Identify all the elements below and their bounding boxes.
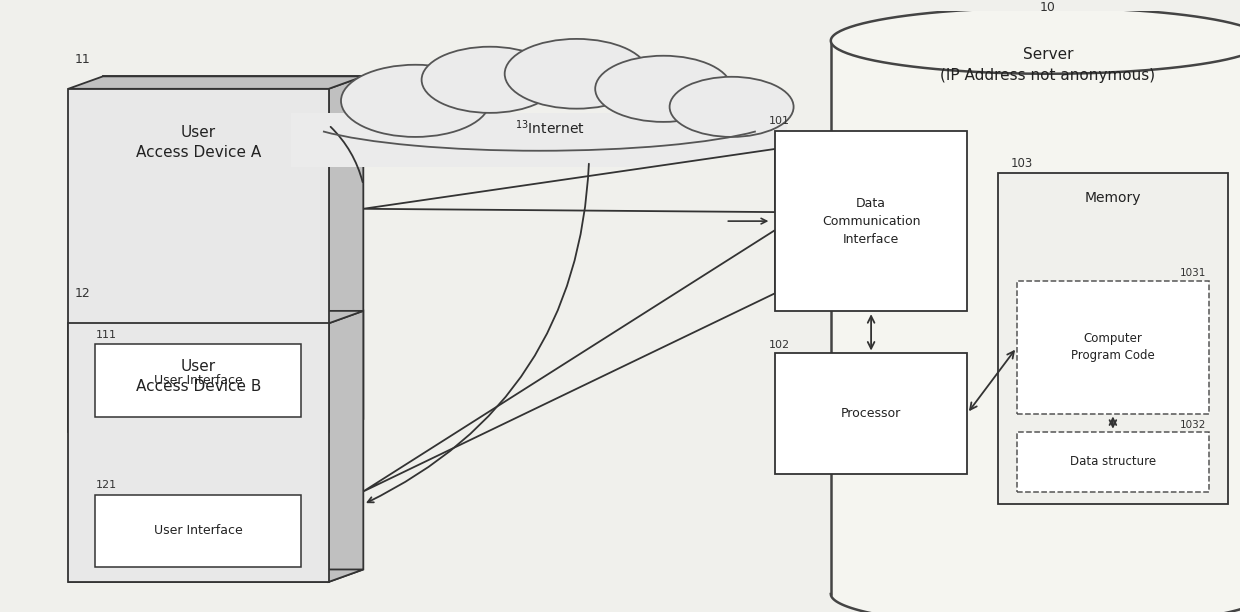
Circle shape <box>341 65 490 137</box>
Polygon shape <box>68 419 363 431</box>
Text: 12: 12 <box>74 288 91 300</box>
Polygon shape <box>103 311 363 570</box>
Polygon shape <box>95 345 301 417</box>
Circle shape <box>505 39 649 109</box>
Polygon shape <box>363 149 775 212</box>
Text: 121: 121 <box>95 480 117 490</box>
Polygon shape <box>1017 282 1209 414</box>
Polygon shape <box>68 570 363 582</box>
Text: 102: 102 <box>769 340 790 350</box>
Text: 11: 11 <box>74 53 91 66</box>
Text: 10: 10 <box>1040 1 1055 13</box>
Text: Memory: Memory <box>1085 191 1141 205</box>
Text: 1031: 1031 <box>1180 268 1207 278</box>
Text: User Interface: User Interface <box>154 524 243 537</box>
Polygon shape <box>68 89 329 431</box>
Text: User
Access Device B: User Access Device B <box>135 359 262 394</box>
Text: Server
(IP Address not anonymous): Server (IP Address not anonymous) <box>940 47 1156 83</box>
Polygon shape <box>775 353 967 474</box>
Text: Computer
Program Code: Computer Program Code <box>1071 332 1154 362</box>
Polygon shape <box>775 131 967 312</box>
Text: 111: 111 <box>95 330 117 340</box>
Polygon shape <box>363 230 775 491</box>
Polygon shape <box>831 7 1240 74</box>
Circle shape <box>595 56 732 122</box>
Polygon shape <box>68 311 363 323</box>
Polygon shape <box>998 173 1228 504</box>
Text: User
Access Device A: User Access Device A <box>135 125 262 160</box>
Circle shape <box>422 47 558 113</box>
Polygon shape <box>68 323 329 582</box>
Polygon shape <box>103 76 363 419</box>
Polygon shape <box>68 76 363 89</box>
Text: 1032: 1032 <box>1180 420 1207 430</box>
Text: Processor: Processor <box>841 407 901 420</box>
Text: 101: 101 <box>769 116 790 126</box>
Polygon shape <box>291 113 787 167</box>
Text: Data
Communication
Interface: Data Communication Interface <box>822 196 920 245</box>
Polygon shape <box>1017 431 1209 491</box>
Text: $^{13}$Internet: $^{13}$Internet <box>515 119 584 138</box>
Text: 103: 103 <box>1011 157 1033 170</box>
Text: Data structure: Data structure <box>1070 455 1156 468</box>
Polygon shape <box>831 41 1240 612</box>
Polygon shape <box>329 76 363 431</box>
Polygon shape <box>95 494 301 567</box>
Text: User Interface: User Interface <box>154 374 243 387</box>
Circle shape <box>670 76 794 137</box>
Polygon shape <box>329 311 363 582</box>
